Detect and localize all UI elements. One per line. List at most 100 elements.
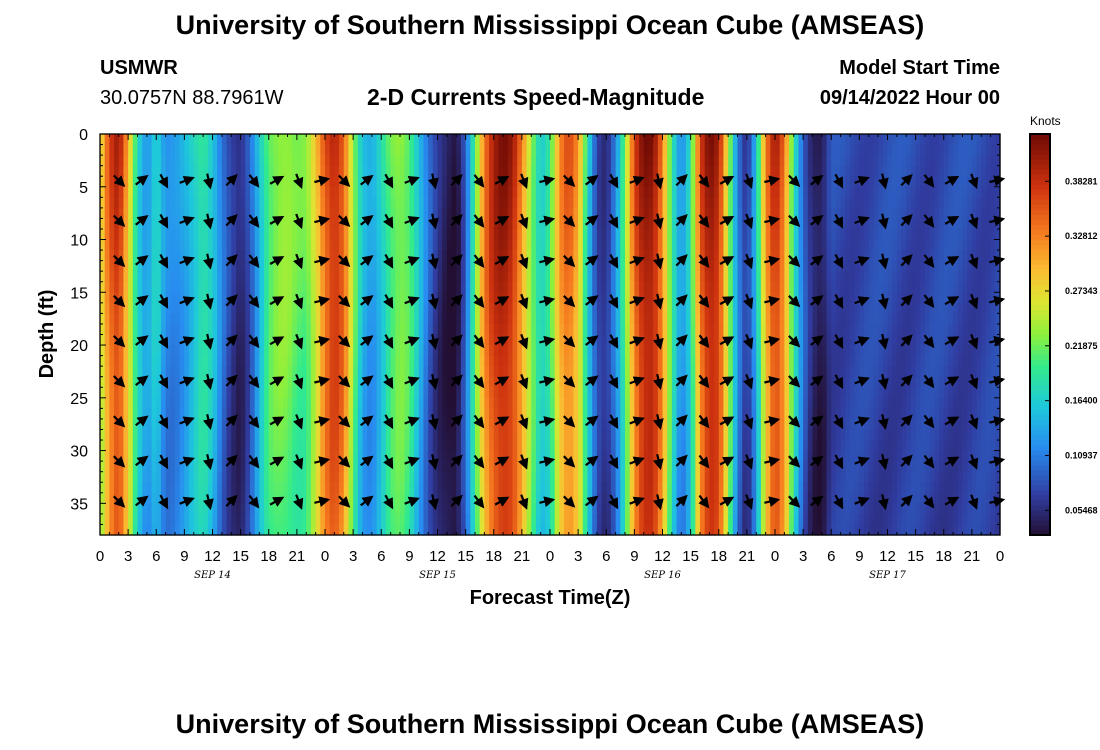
heatmap-cell — [165, 134, 171, 146]
heatmap-cell — [432, 155, 439, 167]
heatmap-cell — [535, 228, 542, 241]
heatmap-cell — [985, 334, 992, 346]
heatmap-cell — [789, 345, 795, 357]
heatmap-cell — [278, 397, 284, 409]
heatmap-cell — [165, 366, 171, 378]
heatmap-cell — [962, 397, 968, 409]
heatmap-cell — [493, 197, 500, 209]
heatmap-cell — [235, 302, 242, 314]
heatmap-cell — [878, 387, 884, 399]
heatmap-cell — [873, 165, 879, 177]
heatmap-cell — [962, 207, 968, 220]
heatmap-cell — [587, 239, 593, 251]
heatmap-cell — [573, 218, 579, 230]
heatmap-cell — [282, 281, 289, 293]
heatmap-cell — [564, 387, 570, 399]
heatmap-cell — [620, 323, 626, 336]
heatmap-cell — [878, 134, 884, 146]
heatmap-cell — [648, 313, 654, 325]
heatmap-cell — [235, 334, 242, 346]
heatmap-cell — [868, 345, 875, 357]
heatmap-cell — [395, 186, 401, 198]
heatmap-cell — [643, 260, 650, 272]
heatmap-cell — [793, 355, 800, 367]
heatmap-cell — [287, 345, 293, 357]
heatmap-cell — [217, 376, 223, 388]
heatmap-cell — [357, 271, 364, 283]
heatmap-cell — [906, 387, 912, 399]
heatmap-cell — [943, 144, 950, 156]
heatmap-cell — [554, 207, 560, 220]
heatmap-cell — [400, 302, 406, 314]
heatmap-cell — [854, 228, 860, 241]
heatmap-cell — [456, 355, 462, 367]
heatmap-cell — [493, 186, 500, 198]
heatmap-cell — [775, 134, 781, 146]
heatmap-cell — [746, 144, 753, 156]
heatmap-cell — [348, 207, 354, 220]
heatmap-cell — [779, 186, 785, 198]
heatmap-cell — [264, 197, 270, 209]
heatmap-cell — [343, 228, 350, 241]
heatmap-cell — [864, 397, 870, 409]
heatmap-cell — [259, 376, 265, 388]
heatmap-cell — [362, 345, 368, 357]
heatmap-cell — [850, 260, 856, 272]
heatmap-cell — [784, 207, 790, 220]
heatmap-cell — [118, 281, 125, 293]
heatmap-cell — [606, 228, 612, 241]
heatmap-cell — [437, 144, 443, 156]
heatmap-cell — [245, 355, 251, 367]
heatmap-cell — [737, 302, 743, 314]
heatmap-cell — [507, 239, 514, 251]
heatmap-cell — [460, 250, 467, 262]
heatmap-cell — [690, 271, 696, 283]
heatmap-cell — [634, 345, 640, 357]
heatmap-cell — [184, 281, 190, 293]
heatmap-cell — [203, 144, 209, 156]
heatmap-cell — [442, 323, 448, 336]
heatmap-cell — [957, 355, 964, 367]
heatmap-cell — [943, 355, 950, 367]
heatmap-cell — [971, 144, 978, 156]
heatmap-cell — [517, 366, 523, 378]
heatmap-cell — [128, 207, 134, 220]
heatmap-cell — [521, 144, 528, 156]
heatmap-cell — [404, 387, 410, 399]
heatmap-cell — [943, 250, 950, 262]
heatmap-cell — [231, 155, 237, 167]
heatmap-cell — [118, 197, 125, 209]
heatmap-cell — [320, 397, 326, 409]
heatmap-cell — [484, 355, 490, 367]
heatmap-cell — [676, 397, 682, 409]
heatmap-cell — [409, 302, 415, 314]
heatmap-cell — [235, 250, 242, 262]
heatmap-cell — [929, 134, 935, 146]
heatmap-cell — [320, 355, 326, 367]
heatmap-cell — [835, 155, 842, 167]
heatmap-cell — [334, 292, 340, 304]
heatmap-cell — [329, 228, 335, 241]
heatmap-cell — [240, 260, 246, 272]
heatmap-cell — [100, 376, 106, 388]
heatmap-cell — [892, 197, 898, 209]
heatmap-cell — [985, 207, 992, 220]
heatmap-cell — [456, 397, 462, 409]
heatmap-cell — [160, 207, 167, 220]
heatmap-cell — [859, 144, 865, 156]
heatmap-cell — [925, 207, 931, 220]
heatmap-cell — [320, 302, 326, 314]
heatmap-cell — [184, 366, 190, 378]
heatmap-cell — [896, 165, 903, 177]
heatmap-cell — [165, 355, 171, 367]
heatmap-cell — [639, 313, 645, 325]
heatmap-cell — [873, 355, 879, 367]
heatmap-cell — [793, 271, 800, 283]
heatmap-cell — [503, 165, 509, 177]
heatmap-cell — [306, 144, 312, 156]
heatmap-cell — [821, 134, 828, 146]
heatmap-cell — [887, 250, 893, 262]
heatmap-cell — [517, 144, 523, 156]
heatmap-cell — [498, 144, 504, 156]
heatmap-cell — [278, 207, 284, 220]
